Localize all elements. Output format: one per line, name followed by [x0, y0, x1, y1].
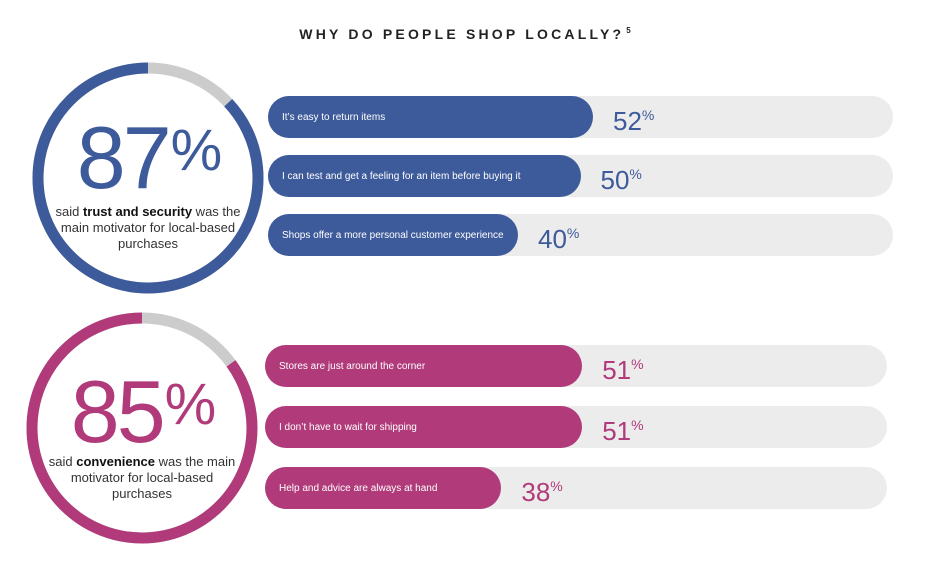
bar-value-unit: %: [631, 356, 644, 372]
title-footnote: 5: [626, 26, 631, 36]
donut-trust-caption-post: was the main motivator for local-based p…: [60, 204, 241, 251]
bar-row: Help and advice are always at hand 38%: [265, 467, 887, 509]
bar-value-unit: %: [641, 107, 655, 123]
bar-category-label: Shops offer a more personal customer exp…: [282, 229, 504, 241]
donut-convenience-caption-bold: convenience: [76, 454, 156, 469]
donut-trust-svg: [32, 62, 264, 294]
bar-value-label: 40%: [538, 218, 579, 254]
bar-category-label: I don’t have to wait for shipping: [279, 421, 417, 433]
bar-category-label: Stores are just around the corner: [279, 360, 426, 372]
bar-row: Stores are just around the corner 51%: [265, 345, 887, 387]
bar-category-label: Help and advice are always at hand: [279, 482, 438, 494]
donut-convenience-arc: [26, 312, 258, 544]
bar-value-label: 51%: [602, 410, 643, 446]
bar-fill: I can test and get a feeling for an item…: [268, 155, 581, 197]
bar-value-label: 52%: [613, 100, 654, 136]
donut-trust-arc: [32, 62, 264, 294]
donut-convenience-svg: [26, 312, 258, 544]
bar-value-number: 51: [602, 416, 632, 446]
donut-convenience-unit: %: [164, 372, 217, 437]
donut-trust-unit: %: [170, 118, 223, 183]
bar-value-unit: %: [629, 166, 642, 182]
chart-title: WHY DO PEOPLE SHOP LOCALLY? 5: [0, 26, 930, 42]
bar-value-number: 51: [602, 355, 632, 385]
donut-trust-caption: said trust and security was the main mot…: [48, 204, 248, 252]
bar-fill: It’s easy to return items: [268, 96, 593, 138]
bar-row: Shops offer a more personal customer exp…: [268, 214, 893, 256]
donut-convenience-caption-pre: said: [48, 454, 77, 469]
donut-trust-caption-bold: trust and security: [82, 204, 193, 219]
donut-convenience: 85% said convenience was the main motiva…: [22, 308, 262, 548]
bar-fill: Shops offer a more personal customer exp…: [268, 214, 518, 256]
bar-value-unit: %: [566, 225, 580, 241]
bar-value-number: 52: [613, 106, 642, 136]
bar-row: I don’t have to wait for shipping 51%: [265, 406, 887, 448]
donut-trust-security: 87% said trust and security was the main…: [28, 58, 268, 298]
donut-trust-caption-pre: said: [55, 204, 83, 219]
bar-value-number: 38: [521, 477, 551, 507]
bar-fill: Stores are just around the corner: [265, 345, 583, 387]
bar-row: I can test and get a feeling for an item…: [268, 155, 893, 197]
bar-value-label: 38%: [521, 471, 562, 507]
donut-convenience-value: 85%: [22, 368, 262, 456]
bar-fill: Help and advice are always at hand: [265, 467, 502, 509]
donut-convenience-caption-post: was the main motivator for local-based p…: [70, 454, 236, 501]
bar-value-unit: %: [550, 478, 563, 494]
bar-value-label: 50%: [601, 159, 642, 195]
donut-convenience-caption: said convenience was the main motivator …: [42, 454, 242, 502]
bar-value-unit: %: [631, 417, 644, 433]
donut-convenience-number: 85: [70, 362, 166, 461]
donut-trust-value: 87%: [28, 114, 268, 202]
donut-trust-number: 87: [76, 108, 172, 207]
bar-category-label: It’s easy to return items: [282, 111, 386, 123]
bar-category-label: I can test and get a feeling for an item…: [282, 170, 521, 182]
bar-value-number: 40: [538, 224, 567, 254]
bar-value-label: 51%: [602, 349, 643, 385]
bar-fill: I don’t have to wait for shipping: [265, 406, 583, 448]
chart-title-text: WHY DO PEOPLE SHOP LOCALLY?: [299, 26, 625, 42]
bar-value-number: 50: [600, 165, 630, 195]
bar-row: It’s easy to return items 52%: [268, 96, 893, 138]
